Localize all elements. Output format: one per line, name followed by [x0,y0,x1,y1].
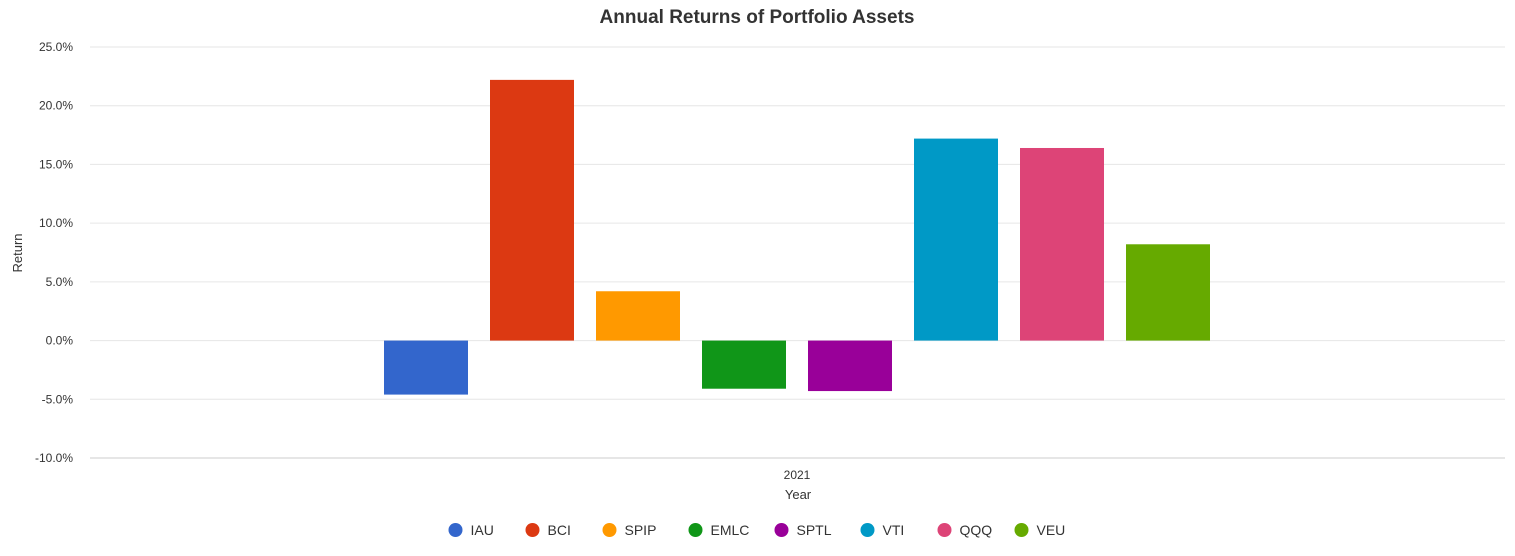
bar-emlc[interactable] [702,340,786,389]
legend-label: QQQ [960,522,993,538]
chart-title: Annual Returns of Portfolio Assets [600,7,915,28]
legend: IAU BCI SPIP EMLC SPTL VTI QQQ VEU [448,522,1066,538]
legend-marker [937,523,952,537]
y-axis-ticks: 25.0% 20.0% 15.0% 10.0% 5.0% 0.0% -5.0% -10.0% [35,40,73,465]
bar-sptl[interactable] [808,340,892,392]
bar-vti[interactable] [914,138,998,341]
legend-item-bci[interactable]: BCI [525,522,571,538]
bar-veu[interactable] [1126,244,1210,341]
legend-item-veu[interactable]: VEU [1014,522,1066,538]
legend-marker [688,523,703,537]
bar-bci[interactable] [490,79,574,341]
legend-item-spip[interactable]: SPIP [602,522,657,538]
legend-label: EMLC [711,522,750,538]
y-tick-label: -10.0% [35,451,73,465]
legend-item-emlc[interactable]: EMLC [688,522,750,538]
legend-marker [448,523,463,537]
y-tick-label: 0.0% [46,334,74,348]
y-tick-label: 20.0% [39,99,73,113]
bar-spip[interactable] [596,291,680,341]
legend-item-qqq[interactable]: QQQ [937,522,993,538]
y-axis-title: Return [10,233,25,272]
legend-marker [860,523,875,537]
legend-marker [525,523,540,537]
x-axis-title: Year [785,487,812,502]
legend-label: SPIP [625,522,657,538]
y-tick-label: 25.0% [39,40,73,54]
y-tick-label: 10.0% [39,216,73,230]
legend-item-vti[interactable]: VTI [860,522,905,538]
grid-layer [90,46,1505,459]
legend-label: IAU [471,522,494,538]
y-tick-label: 5.0% [46,275,74,289]
y-tick-label: 15.0% [39,157,73,171]
legend-label: SPTL [797,522,832,538]
bar-qqq[interactable] [1020,147,1104,341]
bar-layer [384,79,1210,395]
y-tick-label: -5.0% [42,392,74,406]
legend-marker [602,523,617,537]
x-axis-ticks: 2021 [784,468,811,482]
legend-label: BCI [548,522,571,538]
legend-label: VTI [883,522,905,538]
legend-item-sptl[interactable]: SPTL [774,522,832,538]
bar-iau[interactable] [384,340,468,395]
legend-marker [774,523,789,537]
legend-marker [1014,523,1029,537]
x-tick-label: 2021 [784,468,811,482]
legend-item-iau[interactable]: IAU [448,522,494,538]
legend-label: VEU [1037,522,1066,538]
